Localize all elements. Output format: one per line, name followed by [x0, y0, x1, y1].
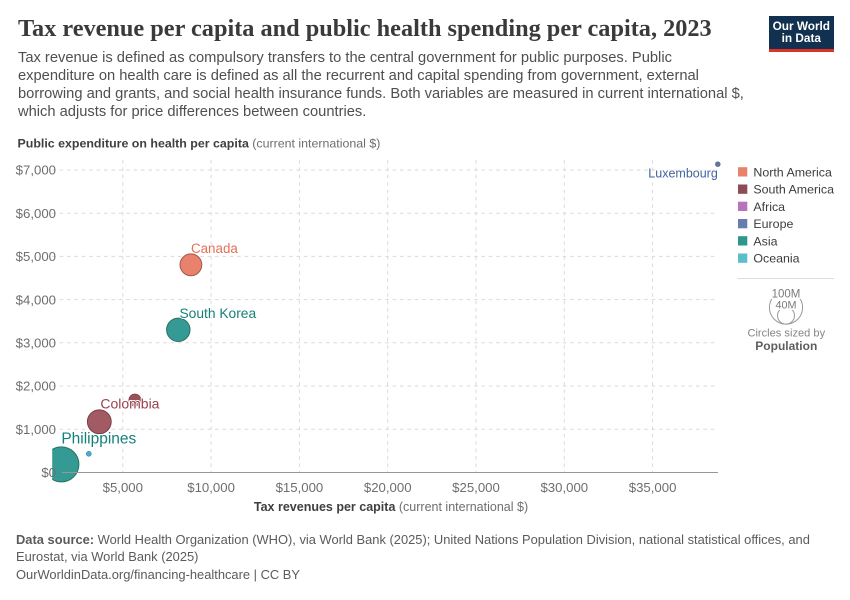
svg-text:Public expenditure on health p: Public expenditure on health per capita …	[18, 136, 381, 150]
svg-text:Canada: Canada	[191, 241, 238, 256]
svg-text:Circles sized by: Circles sized by	[747, 328, 825, 340]
svg-text:Oceania: Oceania	[753, 252, 799, 266]
svg-text:$25,000: $25,000	[452, 480, 500, 495]
svg-text:Population: Population	[755, 339, 817, 353]
svg-text:North America: North America	[753, 165, 832, 179]
svg-text:Luxembourg: Luxembourg	[648, 167, 718, 181]
svg-text:$5,000: $5,000	[103, 480, 143, 495]
svg-text:$35,000: $35,000	[629, 480, 677, 495]
svg-text:$3,000: $3,000	[16, 336, 56, 351]
svg-text:$7,000: $7,000	[16, 163, 56, 178]
svg-text:South America: South America	[753, 183, 834, 197]
svg-text:Europe: Europe	[753, 217, 793, 231]
svg-text:$2,000: $2,000	[16, 379, 56, 394]
svg-text:Africa: Africa	[753, 200, 785, 214]
svg-text:100M: 100M	[772, 288, 801, 300]
svg-text:Colombia: Colombia	[100, 395, 159, 411]
svg-text:$1,000: $1,000	[16, 422, 56, 437]
svg-text:Philippines: Philippines	[61, 431, 136, 448]
svg-text:$0: $0	[41, 465, 56, 480]
svg-text:$4,000: $4,000	[16, 292, 56, 307]
svg-text:$30,000: $30,000	[540, 480, 588, 495]
svg-text:$15,000: $15,000	[276, 480, 324, 495]
svg-text:South Korea: South Korea	[179, 306, 256, 321]
svg-text:$20,000: $20,000	[364, 480, 412, 495]
svg-text:Asia: Asia	[753, 234, 777, 248]
svg-text:40M: 40M	[775, 299, 796, 311]
svg-text:$5,000: $5,000	[16, 249, 56, 264]
svg-text:Tax revenues per capita (curre: Tax revenues per capita (current interna…	[254, 500, 528, 514]
svg-text:$10,000: $10,000	[187, 480, 235, 495]
svg-text:$6,000: $6,000	[16, 206, 56, 221]
